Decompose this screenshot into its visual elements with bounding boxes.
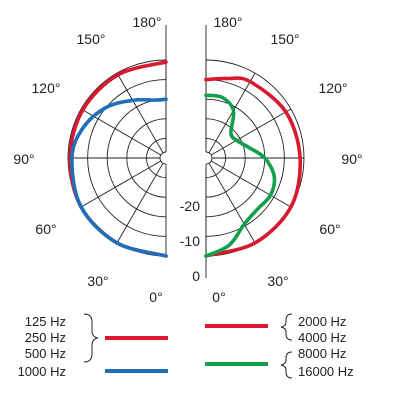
legend-brace xyxy=(280,313,293,341)
series-curve-3 xyxy=(204,76,303,258)
polar-labels: 0° 0° 30° 30° 60° 60° 90° 90° 120° 120° 150° 150° 18… xyxy=(13,14,362,305)
angle-label-left: 30° xyxy=(87,273,108,289)
angle-label-right: 120° xyxy=(319,80,348,96)
db-tick-label: -10 xyxy=(180,233,200,249)
legend-label: 4000 Hz xyxy=(298,330,346,345)
legend-label: 2000 Hz xyxy=(298,314,346,329)
angle-label-left: 90° xyxy=(13,151,34,167)
series-curve-2 xyxy=(70,97,168,258)
grid-center-arc-left xyxy=(159,151,167,165)
angle-label-left: 120° xyxy=(32,80,61,96)
angle-label-right: 90° xyxy=(341,151,362,167)
legend-label: 16000 Hz xyxy=(298,364,354,379)
legend-brace xyxy=(280,351,293,379)
angle-label-right: 150° xyxy=(271,31,300,47)
angle-label-right: 180° xyxy=(214,14,243,30)
grid-center-arc-right xyxy=(205,151,213,165)
series-curves xyxy=(68,60,303,258)
angle-label-left: 150° xyxy=(77,31,106,47)
legend-label: 250 Hz xyxy=(25,330,66,345)
db-tick-label: -20 xyxy=(180,198,200,214)
grid-spoke-left xyxy=(116,162,164,244)
grid-spoke-right xyxy=(208,162,256,244)
legend-label: 1000 Hz xyxy=(18,364,66,379)
legend-label: 125 Hz xyxy=(25,314,66,329)
grid-spoke-left xyxy=(80,160,162,208)
legend-brace xyxy=(83,313,99,363)
angle-label-right: 60° xyxy=(319,221,340,237)
series-curve-4 xyxy=(204,93,277,258)
angle-label-right: 0° xyxy=(212,289,225,305)
legend-label: 500 Hz xyxy=(25,346,66,361)
grid-spoke-left xyxy=(116,72,164,154)
angle-label-right: 30° xyxy=(267,273,288,289)
series-curve-1 xyxy=(68,60,168,258)
grid-spoke-right xyxy=(210,108,292,156)
grid-spoke-right xyxy=(210,160,292,208)
angle-label-left: 0° xyxy=(149,289,162,305)
angle-label-left: 180° xyxy=(133,14,162,30)
angle-label-left: 60° xyxy=(35,221,56,237)
legend-label: 8000 Hz xyxy=(298,346,346,361)
db-tick-label: 0 xyxy=(192,268,200,284)
